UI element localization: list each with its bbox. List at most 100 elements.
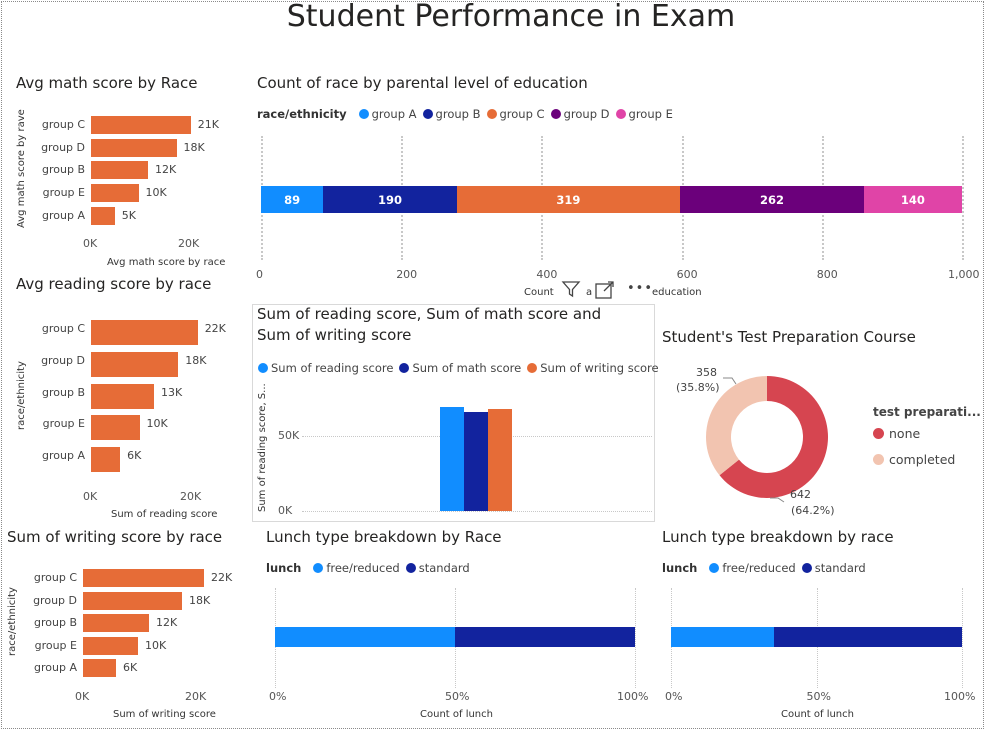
data-label: 6K	[123, 661, 138, 674]
legend-item[interactable]: group D	[545, 107, 610, 121]
gridline	[635, 588, 636, 688]
bar[interactable]	[91, 351, 179, 377]
x-tick-label: 0%	[665, 690, 683, 703]
legend-item[interactable]: group A	[353, 107, 417, 121]
legend-item[interactable]: group B	[417, 107, 481, 121]
stacked-segment[interactable]: 319	[456, 186, 681, 213]
bar[interactable]	[83, 569, 204, 587]
legend-label: standard	[418, 561, 470, 575]
category-label: group B	[42, 385, 85, 399]
legend-swatch	[873, 454, 884, 465]
x-tick-label: 100%	[944, 690, 976, 703]
legend-item[interactable]: group C	[481, 107, 545, 121]
legend: lunch free/reduced standard	[266, 561, 470, 575]
stacked-segment[interactable]	[774, 627, 962, 647]
bar[interactable]	[91, 320, 198, 345]
data-label: 10K	[145, 186, 167, 200]
leader-line	[770, 497, 785, 503]
donut-slice-completed[interactable]	[706, 376, 767, 476]
x-axis-title: Count of lunch	[781, 709, 854, 720]
bar[interactable]	[83, 614, 149, 632]
bar[interactable]	[83, 636, 138, 655]
legend-label: standard	[814, 561, 866, 575]
legend-label: none	[889, 426, 921, 441]
x-axis-title-part: Count	[524, 287, 554, 298]
legend-label: Sum of reading score	[271, 361, 394, 375]
legend-title: test preparati...	[873, 405, 981, 419]
data-label: 6K	[127, 449, 142, 463]
chart-title: Sum of writing score	[257, 326, 412, 344]
stacked-segment[interactable]	[275, 627, 455, 647]
data-label: 12K	[155, 163, 177, 177]
legend-swatch	[358, 109, 369, 119]
chart-title: Count of race by parental level of educa…	[257, 74, 588, 92]
data-label: 12K	[156, 616, 178, 629]
donut-svg	[706, 376, 828, 503]
leader-line	[723, 377, 737, 385]
legend-item[interactable]: group E	[610, 107, 673, 121]
category-label: group B	[42, 163, 85, 177]
filter-icon[interactable]	[561, 279, 581, 303]
bar[interactable]	[91, 116, 191, 134]
x-axis-title: Sum of reading score	[111, 509, 218, 520]
data-label: 5K	[121, 208, 136, 222]
chart-title: Avg math score by Race	[16, 74, 198, 92]
bar[interactable]	[91, 161, 148, 180]
legend-label: group C	[499, 107, 545, 121]
legend-item[interactable]: none	[867, 426, 920, 441]
x-tick-label: 100%	[617, 690, 649, 703]
chart-title: Student's Test Preparation Course	[662, 328, 916, 346]
legend-label: completed	[889, 452, 956, 467]
chart-title: Lunch type breakdown by race	[662, 528, 894, 546]
legend-swatch	[486, 109, 497, 119]
legend-swatch	[399, 363, 410, 373]
stacked-segment[interactable]: 89	[261, 186, 324, 213]
donut-slice-none[interactable]	[719, 376, 828, 498]
legend-label: group E	[628, 107, 673, 121]
category-label: group E	[34, 638, 77, 652]
legend-swatch	[550, 109, 561, 119]
legend-title: race/ethnicity	[257, 107, 347, 121]
column[interactable]	[440, 407, 464, 511]
more-options-icon[interactable]: •••	[627, 281, 654, 296]
selected-visual-frame[interactable]	[252, 304, 655, 522]
legend-item[interactable]: Sum of reading score	[252, 361, 393, 375]
stacked-segment[interactable]	[455, 627, 635, 647]
column[interactable]	[488, 408, 512, 511]
column[interactable]	[464, 411, 488, 511]
bar[interactable]	[91, 415, 140, 441]
data-label: 18K	[189, 593, 211, 607]
legend-item[interactable]: completed	[867, 452, 955, 467]
x-tick-label: 600	[676, 268, 698, 281]
x-tick-label: 0K	[83, 237, 98, 250]
bar[interactable]	[91, 184, 139, 203]
bar[interactable]	[91, 383, 155, 409]
x-axis-title: Sum of writing score	[113, 709, 216, 720]
stacked-segment[interactable]	[671, 627, 775, 647]
legend-item[interactable]: standard	[796, 561, 866, 575]
bar[interactable]	[83, 659, 116, 677]
bar[interactable]	[91, 206, 115, 225]
data-label: 18K	[183, 140, 205, 154]
legend-item[interactable]: standard	[400, 561, 470, 575]
legend: race/ethnicity group A group B group C group…	[257, 107, 673, 121]
legend-item[interactable]: Sum of math score	[393, 361, 521, 375]
legend-item[interactable]: free/reduced	[703, 561, 796, 575]
x-axis-title: Count of lunch	[420, 709, 493, 720]
stacked-segment[interactable]: 140	[863, 186, 962, 213]
legend-item[interactable]: free/reduced	[307, 561, 400, 575]
legend-label: group B	[435, 107, 481, 121]
legend-swatch	[801, 563, 812, 573]
bar[interactable]	[91, 447, 121, 473]
gridline	[962, 588, 963, 688]
stacked-segment[interactable]: 190	[323, 186, 457, 213]
stacked-segment[interactable]: 262	[680, 186, 864, 213]
focus-mode-icon[interactable]	[595, 281, 615, 303]
bar[interactable]	[91, 138, 177, 157]
data-label: 22K	[204, 322, 226, 335]
data-label: 22K	[211, 571, 233, 584]
legend-item[interactable]: Sum of writing score	[521, 361, 659, 375]
bar[interactable]	[83, 591, 182, 610]
x-axis-title-part: a	[586, 287, 593, 298]
